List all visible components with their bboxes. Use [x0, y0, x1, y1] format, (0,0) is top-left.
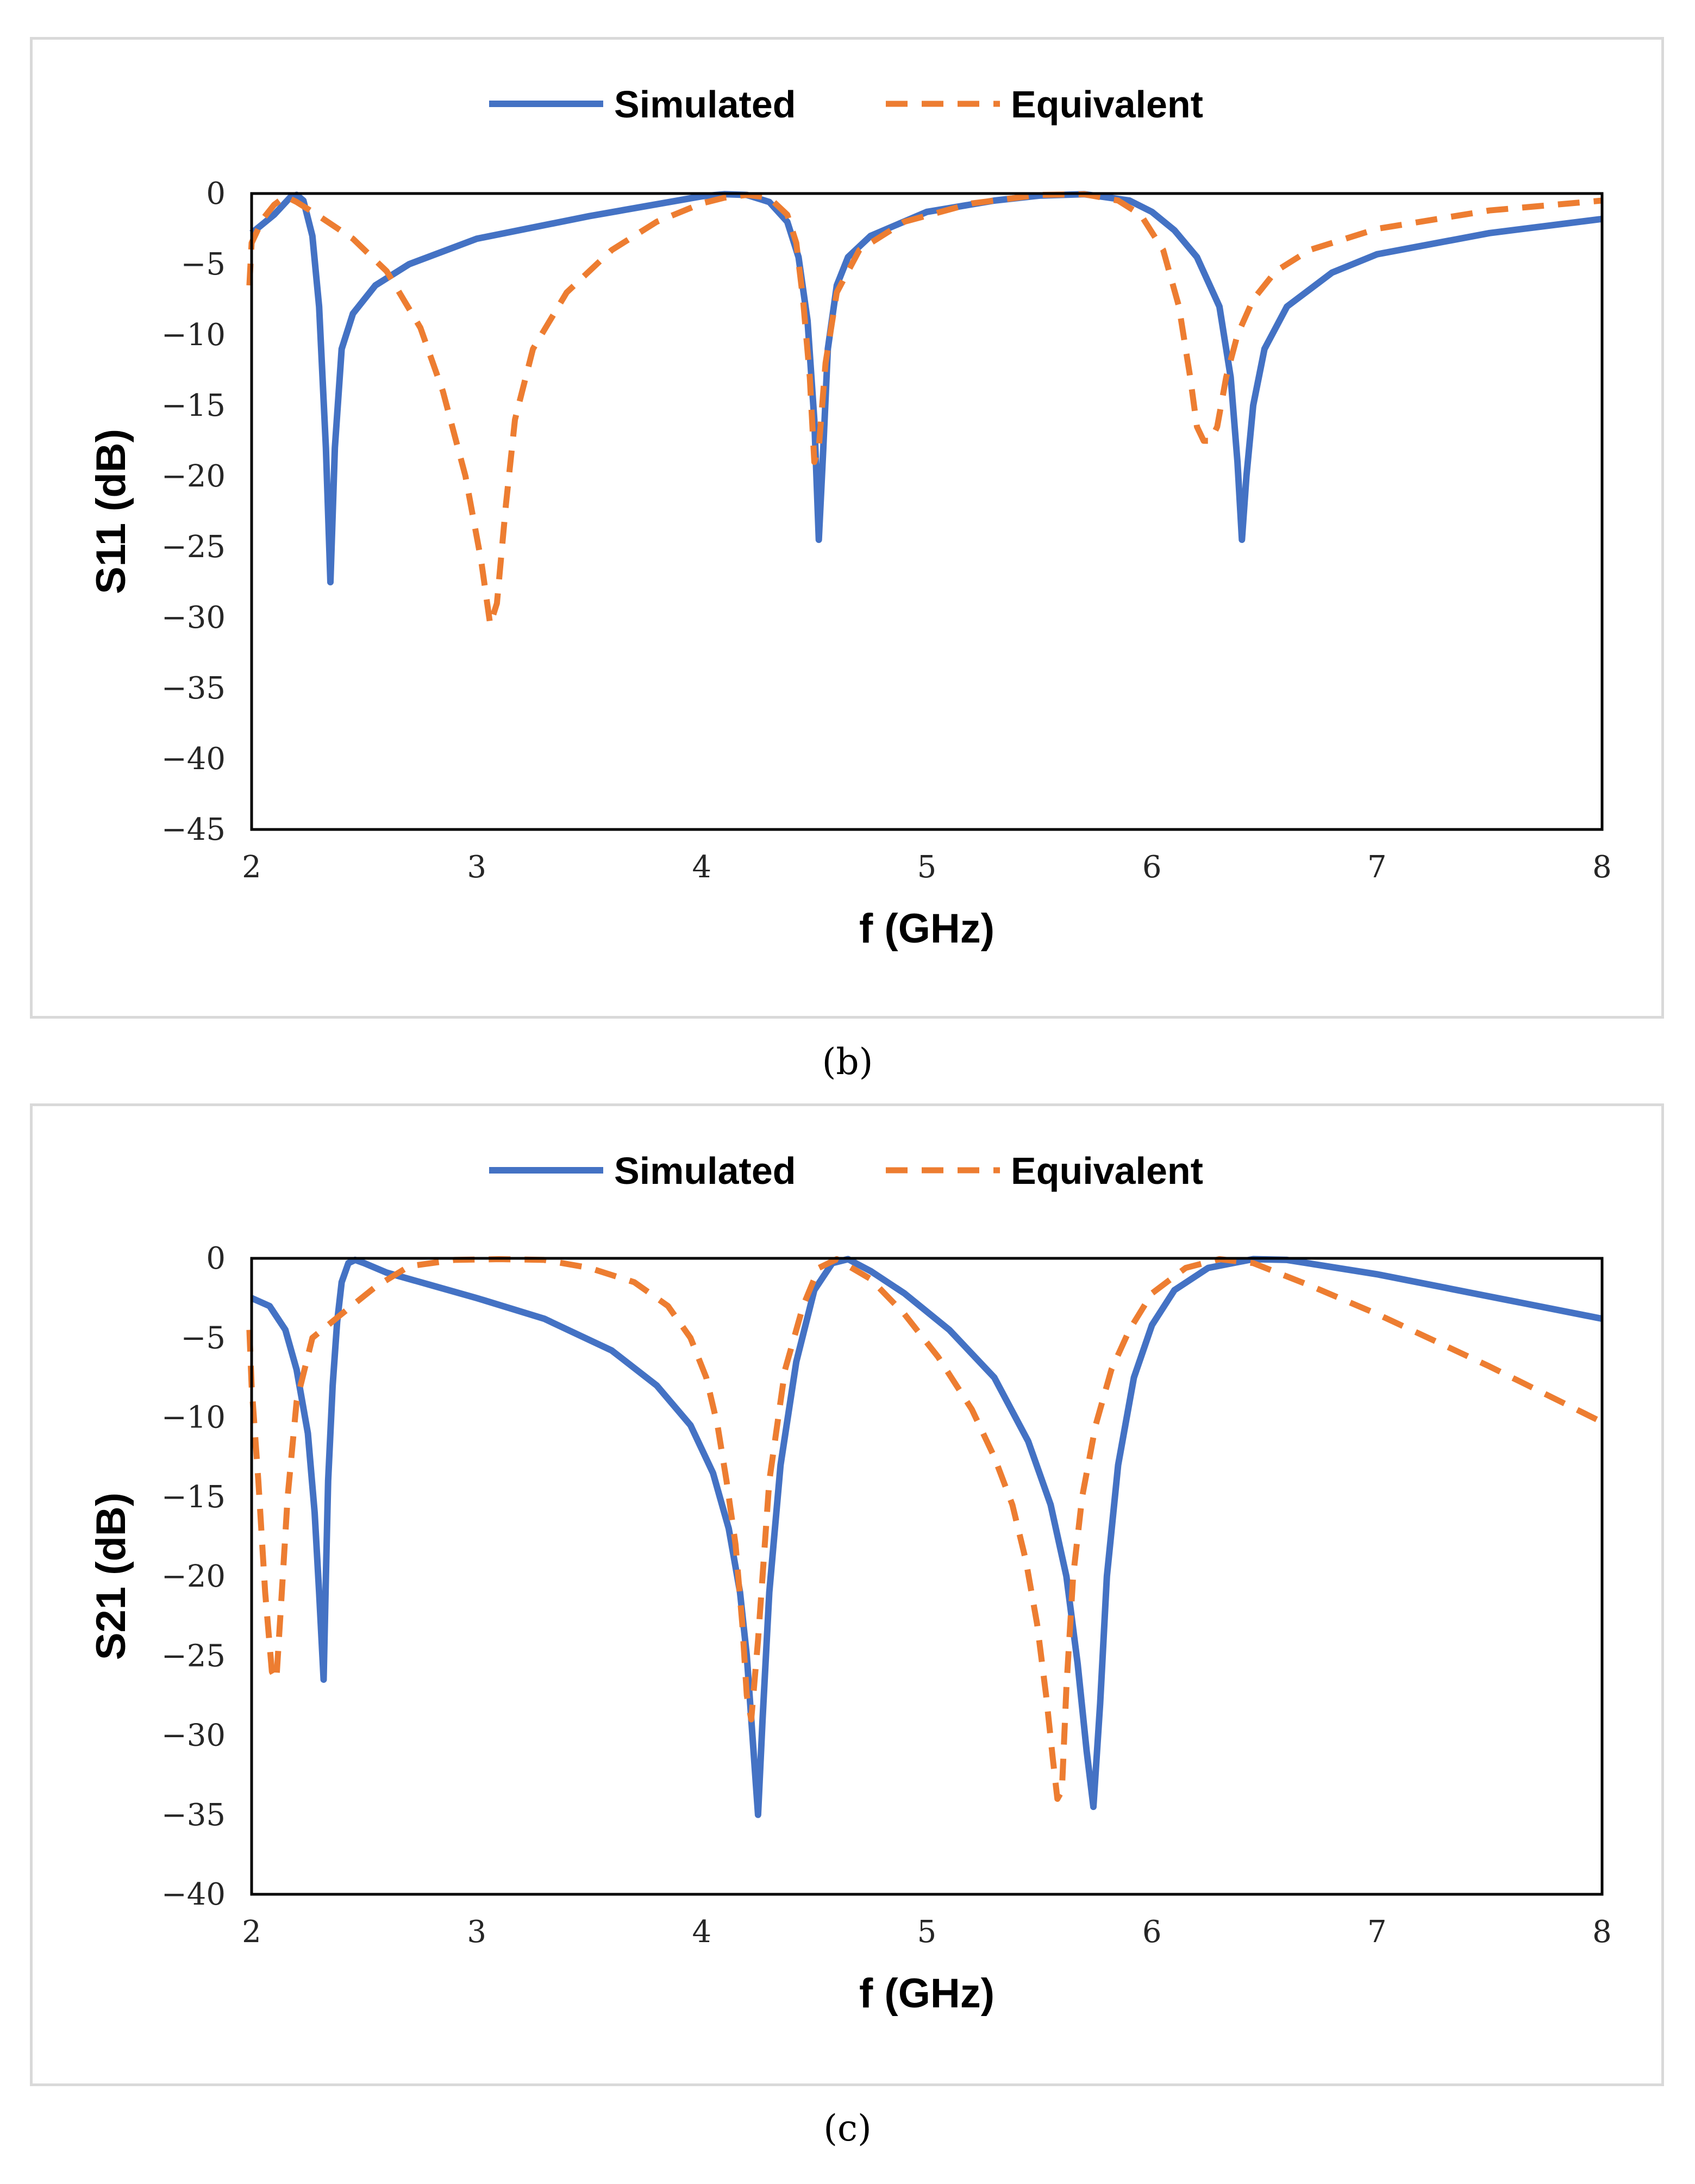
series-line-equivalent-s11	[246, 191, 1603, 628]
x-tick-label-s11: 6	[1142, 850, 1162, 885]
caption-b: (b)	[822, 1041, 873, 1083]
legend-label-simulated-s11: Simulated	[614, 83, 796, 126]
y-tick-label-s21: −40	[161, 1877, 226, 1912]
y-tick-label-s11: −40	[161, 741, 226, 777]
y-tick-label-s21: −5	[180, 1320, 226, 1356]
chart-svg-s11: 0 −5 −10 −15 −20 −25 −30 −35 −40 −45 2 3 4 5 6 7 8 f (GHz…	[88, 83, 1612, 952]
x-tick-label-s11: 4	[692, 850, 712, 885]
y-tick-label-s21: −30	[161, 1718, 226, 1754]
y-tick-label-s21: −10	[161, 1400, 226, 1436]
y-tick-label-s21: −15	[161, 1480, 226, 1515]
y-tick-label-s11: −35	[161, 671, 226, 706]
y-tick-label-s11: −45	[161, 812, 226, 847]
x-tick-label-s21: 6	[1142, 1914, 1162, 1950]
x-tick-label-s21: 4	[692, 1914, 712, 1950]
x-tick-label-s11: 7	[1367, 850, 1387, 885]
x-tick-label-s11: 5	[917, 850, 937, 885]
y-tick-label-s11: −30	[161, 600, 226, 635]
y-tick-label-s11: 0	[206, 176, 226, 211]
legend-label-simulated-s21: Simulated	[614, 1150, 796, 1192]
series-line-simulated-s21	[250, 1256, 1603, 1818]
series-line-equivalent-s21	[246, 1256, 1604, 1802]
y-tick-label-s21: −25	[161, 1638, 226, 1674]
y-tick-label-s11: −10	[161, 317, 226, 353]
caption-c: (c)	[823, 2107, 872, 2149]
x-tick-label-s11: 2	[242, 850, 261, 885]
x-tick-label-s11: 3	[467, 850, 486, 885]
series-line-simulated-s11	[249, 191, 1603, 585]
x-tick-label-s21: 5	[917, 1914, 937, 1950]
y-tick-label-s21: −35	[161, 1798, 226, 1833]
plot-area-frame-s11	[250, 192, 1604, 831]
y-tick-label-s11: −20	[161, 459, 226, 494]
chart-panel-s11: 0 −5 −10 −15 −20 −25 −30 −35 −40 −45 2 3 4 5 6 7 8 f (GHz…	[30, 37, 1664, 1019]
plot-area-frame-s21	[250, 1257, 1604, 1896]
x-tick-label-s21: 2	[242, 1914, 261, 1950]
legend-label-equivalent-s21: Equivalent	[1011, 1150, 1203, 1192]
y-axis-title-s21: S21 (dB)	[88, 1493, 134, 1660]
y-axis-title-s11: S11 (dB)	[88, 429, 134, 594]
x-axis-title-s21: f (GHz)	[859, 1970, 995, 2017]
y-tick-label-s21: 0	[206, 1241, 226, 1276]
x-tick-label-s21: 3	[467, 1914, 486, 1950]
x-tick-label-s21: 7	[1367, 1914, 1387, 1950]
chart-svg-s21: 0 −5 −10 −15 −20 −25 −30 −35 −40 2 3 4 5 6 7 8 f (GHz) S2…	[88, 1150, 1612, 2017]
y-tick-label-s21: −20	[161, 1559, 226, 1594]
y-tick-label-s11: −15	[161, 388, 226, 423]
legend-label-equivalent-s11: Equivalent	[1011, 83, 1203, 126]
x-axis-title-s11: f (GHz)	[859, 906, 995, 952]
chart-panel-s21: 0 −5 −10 −15 −20 −25 −30 −35 −40 2 3 4 5 6 7 8 f (GHz) S2…	[30, 1103, 1664, 2086]
y-tick-label-s11: −25	[161, 529, 226, 565]
x-tick-label-s11: 8	[1592, 850, 1612, 885]
y-tick-label-s11: −5	[180, 247, 226, 282]
x-tick-label-s21: 8	[1592, 1914, 1612, 1950]
